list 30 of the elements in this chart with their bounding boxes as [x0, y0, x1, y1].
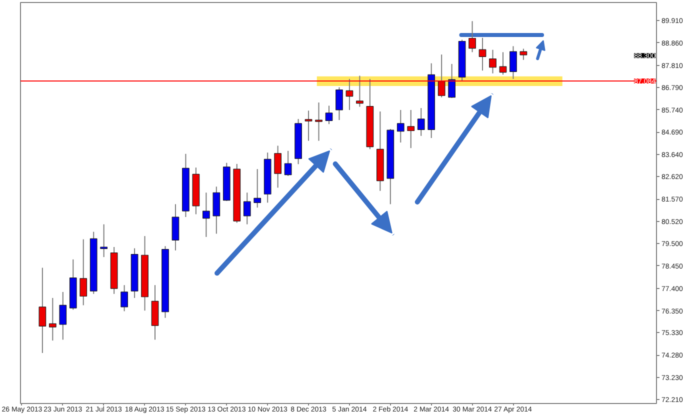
- candlestick: [212, 186, 220, 234]
- candlestick: [510, 46, 517, 80]
- candlestick: [407, 109, 415, 149]
- candlestick: [80, 238, 88, 306]
- candlestick: [448, 63, 456, 98]
- candlestick: [202, 192, 210, 238]
- candlestick: [48, 297, 56, 342]
- candlestick: [274, 145, 282, 188]
- candlestick: [356, 75, 364, 108]
- candlestick: [254, 168, 262, 208]
- candlestick: [100, 224, 108, 258]
- candlestick: [59, 291, 67, 340]
- candlestick: [304, 110, 312, 142]
- candlestick: [325, 105, 333, 125]
- candlestick: [315, 102, 322, 142]
- candlestick: [346, 78, 354, 110]
- candlestick: [243, 192, 251, 225]
- candlestick: [478, 37, 486, 72]
- candlestick: [520, 48, 528, 60]
- candlestick: [396, 109, 404, 144]
- candlestick: [468, 20, 476, 53]
- candlestick: [499, 52, 507, 76]
- candlestick: [438, 54, 446, 98]
- candlestick: [336, 86, 343, 121]
- candlestick: [417, 108, 425, 136]
- candlestick: [489, 49, 496, 74]
- candlestick: [38, 267, 46, 354]
- candlestick: [284, 150, 292, 176]
- candlestick: [172, 204, 180, 251]
- candlestick: [120, 284, 128, 312]
